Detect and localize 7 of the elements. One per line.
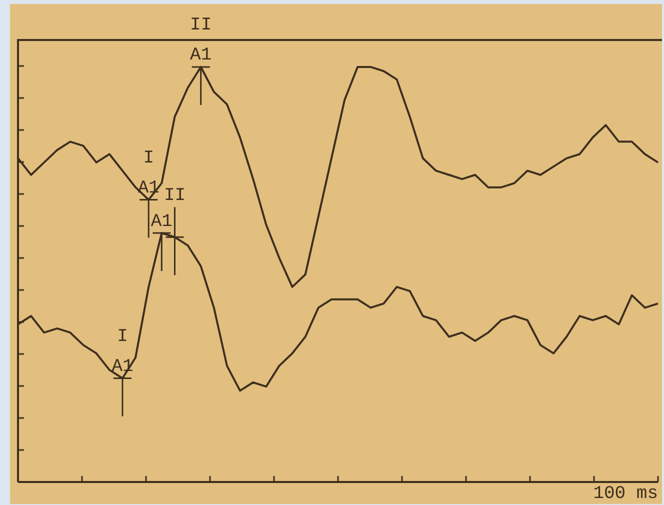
annotation: II [190,16,212,36]
annotation: A1 [190,46,212,66]
annotation: I [143,148,154,169]
annotation: A1 [150,212,172,232]
text: 100 ms [593,484,658,504]
annotation: II [164,186,186,206]
annotation: I [117,327,128,348]
